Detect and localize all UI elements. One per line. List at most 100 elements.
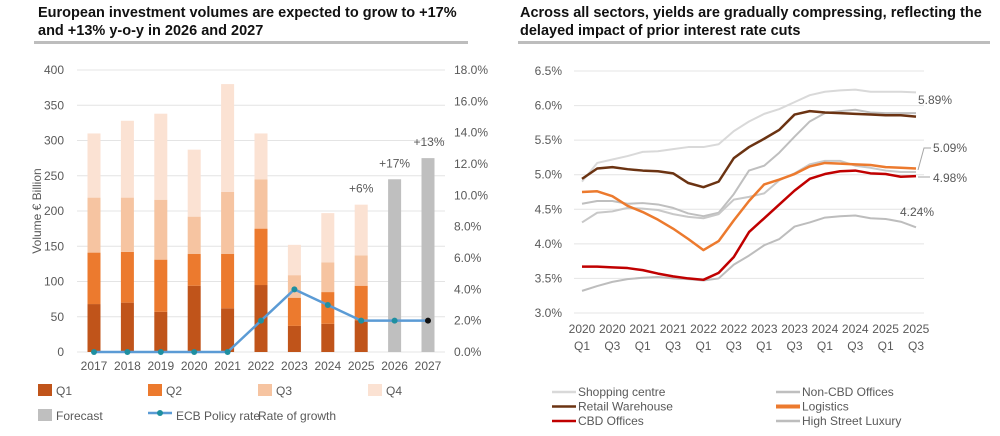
y-tick-label: 100 — [44, 275, 64, 289]
y2-tick-label: 4.0% — [454, 282, 482, 296]
bar-q2-2023 — [287, 297, 301, 326]
bar-q3-2024 — [321, 262, 335, 293]
x-tick-label: 2017 — [81, 359, 108, 373]
y2-tick-label: 12.0% — [454, 157, 488, 171]
x-tick-year: 2025 — [903, 322, 930, 336]
right-title-rule — [518, 41, 990, 44]
series-line-high-street-luxury — [581, 214, 917, 292]
legend-label: Logistics — [802, 400, 849, 414]
y-tick-label: 3.5% — [535, 271, 563, 285]
x-tick-quarter: Q1 — [817, 339, 833, 353]
x-tick-year: 2021 — [629, 322, 656, 336]
x-tick-quarter: Q3 — [787, 339, 803, 353]
bar-q3-2021 — [221, 191, 235, 255]
x-tick-label: 2020 — [181, 359, 208, 373]
series-line-cbd-offices — [582, 169, 917, 282]
bar-q3-2018 — [120, 197, 134, 252]
bar-q4-2021 — [221, 84, 235, 192]
x-tick-label: 2026 — [381, 359, 408, 373]
annotation-leader — [917, 147, 931, 171]
y2-tick-label: 6.0% — [454, 251, 482, 265]
series-line-retail-warehouse — [581, 109, 917, 189]
bar-q2-2018 — [120, 251, 134, 303]
x-tick-label: 2027 — [415, 359, 442, 373]
right-chart-title: Across all sectors, yields are gradually… — [520, 5, 982, 39]
y-tick-label: 5.0% — [535, 168, 563, 182]
y2-tick-label: 14.0% — [454, 126, 488, 140]
bar-q4-2022 — [254, 133, 268, 180]
series-line-unlabeled — [581, 159, 916, 224]
legend-label: ECB Policy rate — [176, 409, 260, 423]
legend-label: Forecast — [56, 409, 103, 423]
y2-tick-label: 2.0% — [454, 314, 482, 328]
ecb-rate-point — [425, 317, 431, 324]
y2-tick-label: 8.0% — [454, 220, 482, 234]
bar-q3-2019 — [154, 199, 168, 260]
x-tick-quarter: Q1 — [756, 339, 772, 353]
x-tick-year: 2022 — [690, 322, 717, 336]
x-tick-quarter: Q1 — [695, 339, 711, 353]
legend-label: Q1 — [56, 384, 72, 398]
y2-tick-label: 16.0% — [454, 94, 488, 108]
y-tick-label: 250 — [44, 169, 64, 183]
ecb-rate-point — [91, 349, 97, 355]
y-axis-label: Volume € Billion — [30, 168, 44, 253]
y-tick-label: 6.5% — [535, 64, 563, 78]
value-annotation: 4.24% — [900, 205, 934, 219]
x-tick-label: 2022 — [248, 359, 275, 373]
bar-q2-2017 — [87, 252, 101, 305]
bar-q3-2017 — [87, 197, 101, 253]
x-tick-year: 2022 — [720, 322, 747, 336]
x-tick-year: 2023 — [781, 322, 808, 336]
bar-q2-2020 — [187, 254, 201, 286]
ecb-rate-point — [191, 349, 198, 355]
x-tick-quarter: Q3 — [908, 339, 924, 353]
bar-q1-2023 — [287, 325, 301, 352]
x-tick-year: 2020 — [569, 322, 596, 336]
bar-forecast-2026 — [388, 179, 402, 352]
y2-tick-label: 10.0% — [454, 188, 488, 202]
legend-label: Non-CBD Offices — [802, 385, 894, 399]
series-line-non-cbd-offices — [581, 108, 916, 218]
value-annotation: 5.09% — [933, 141, 967, 155]
x-tick-year: 2021 — [660, 322, 687, 336]
bar-q1-2025 — [354, 320, 368, 352]
legend-label: CBD Offices — [578, 414, 644, 428]
left-chart-title: European investment volumes are expected… — [38, 5, 457, 39]
x-tick-label: 2021 — [214, 359, 241, 373]
bar-q4-2017 — [87, 133, 101, 198]
growth-annotation: +13% — [413, 135, 444, 149]
x-tick-quarter: Q3 — [604, 339, 620, 353]
bar-q4-2020 — [187, 149, 201, 217]
bar-q4-2023 — [287, 244, 301, 276]
ecb-rate-point — [157, 349, 164, 355]
bar-q4-2025 — [354, 204, 368, 256]
legend-swatch — [38, 384, 52, 396]
bar-q4-2019 — [154, 113, 168, 200]
bar-forecast-2027 — [421, 158, 435, 352]
x-tick-quarter: Q1 — [574, 339, 590, 353]
legend-label: High Street Luxury — [802, 414, 901, 428]
series-line-shopping-centre — [581, 88, 917, 183]
left-title-rule — [34, 41, 468, 44]
bar-q3-2022 — [254, 179, 268, 229]
x-tick-quarter: Q3 — [847, 339, 863, 353]
growth-annotation: +17% — [379, 156, 410, 170]
ecb-rate-point — [391, 317, 398, 324]
y-tick-label: 5.5% — [535, 133, 563, 147]
x-tick-quarter: Q1 — [878, 339, 894, 353]
ecb-rate-point — [258, 317, 264, 324]
ecb-rate-point — [224, 349, 231, 355]
x-tick-year: 2020 — [599, 322, 626, 336]
bar-q1-2021 — [221, 308, 235, 352]
series-line-logistics — [581, 161, 917, 252]
y-tick-label: 3.0% — [535, 306, 563, 320]
bar-q1-2019 — [154, 311, 168, 352]
x-tick-quarter: Q3 — [726, 339, 742, 353]
x-tick-label: 2024 — [314, 359, 341, 373]
ecb-rate-point — [324, 302, 331, 308]
bar-q3-2025 — [354, 255, 368, 286]
legend-swatch — [368, 384, 382, 396]
bar-q4-2018 — [120, 120, 134, 198]
